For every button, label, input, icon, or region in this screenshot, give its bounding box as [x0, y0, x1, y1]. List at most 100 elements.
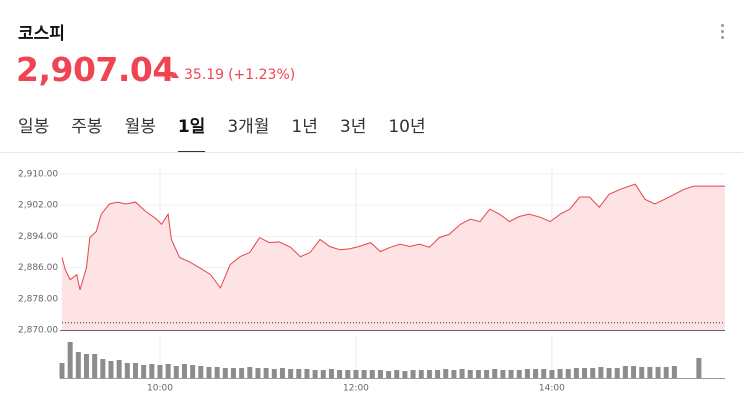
volume-bar [639, 367, 645, 378]
y-tick-label: 2,878.00 [18, 294, 58, 304]
volume-bar [132, 363, 138, 378]
volume-bar [663, 367, 669, 378]
volume-bar [165, 364, 171, 378]
volume-bar [181, 364, 187, 378]
volume-bar [279, 368, 285, 378]
volume-bar [304, 369, 310, 378]
volume-bar [337, 370, 343, 378]
volume-bar [516, 370, 522, 378]
volume-bar [671, 366, 677, 378]
volume-bar [492, 369, 498, 378]
volume-bar [443, 369, 449, 378]
volume-bar [541, 369, 547, 378]
volume-bar [353, 370, 359, 378]
period-tab[interactable]: 1년 [291, 117, 318, 137]
volume-bar [369, 370, 375, 378]
volume-bar [206, 367, 212, 378]
volume-bar [696, 358, 702, 378]
y-tick-label: 2,870.00 [18, 326, 58, 336]
volume-bar [614, 368, 620, 378]
y-tick-label: 2,886.00 [18, 263, 58, 273]
period-tab[interactable]: 10년 [388, 117, 426, 137]
volume-bar [92, 354, 98, 378]
period-tabs: 일봉 주봉 월봉 1일 3개월 1년 3년 10년 [18, 112, 448, 152]
volume-bar [100, 359, 106, 378]
volume-bar [67, 342, 73, 378]
volume-bar [549, 370, 555, 378]
volume-bar [647, 367, 653, 378]
index-title: 코스피 [18, 24, 65, 44]
volume-bar [173, 366, 179, 378]
more-menu[interactable] [721, 24, 725, 42]
volume-bar [361, 370, 367, 378]
volume-bar [573, 368, 579, 378]
volume-bar [565, 369, 571, 378]
volume-bar [377, 370, 383, 378]
x-tick-label: 10:00 [147, 384, 173, 394]
price-line [61, 183, 725, 290]
change-value: 35.19 [184, 67, 225, 83]
volume-bar [557, 369, 563, 378]
volume-bar [255, 368, 261, 378]
y-tick-label: 2,910.00 [18, 170, 58, 180]
volume-bar [598, 367, 604, 378]
volume-bar [198, 366, 204, 378]
volume-bar [271, 369, 277, 378]
volume-bar [631, 366, 637, 378]
volume-bar [508, 370, 514, 378]
price-change: 35.19 (+1.23%) [171, 67, 295, 83]
volume-bar [345, 370, 351, 378]
volume-bar [296, 369, 302, 378]
period-tab[interactable]: 월봉 [124, 117, 156, 137]
volume-bar [606, 368, 612, 378]
volume-bar [288, 369, 294, 378]
volume-bar [500, 370, 506, 378]
period-tab[interactable]: 주봉 [71, 117, 103, 137]
volume-bar [386, 371, 392, 378]
period-tab[interactable]: 3개월 [227, 117, 270, 137]
period-tab[interactable]: 3년 [339, 117, 367, 137]
volume-bar [426, 370, 432, 378]
volume-bar [247, 367, 253, 378]
index-price: 2,907.04 [16, 50, 175, 89]
volume-bar [312, 370, 318, 378]
x-tick-label: 12:00 [343, 384, 369, 394]
y-tick-label: 2,902.00 [18, 201, 58, 211]
volume-bar [83, 354, 89, 378]
period-tab[interactable]: 1일 [177, 112, 206, 152]
volume-bar [124, 363, 130, 378]
x-tick-label: 14:00 [539, 384, 565, 394]
up-arrow [171, 72, 179, 78]
volume-bar [435, 370, 441, 378]
price-area [62, 184, 725, 330]
volume-bar [190, 365, 196, 378]
volume-bar [141, 365, 147, 378]
change-percent: (+1.23%) [228, 67, 296, 83]
volume-bar [394, 370, 400, 378]
volume-bar [149, 364, 155, 378]
volume-bar [263, 368, 269, 378]
volume-bar [582, 368, 588, 378]
volume-bar [410, 370, 416, 378]
volume-bar [590, 368, 596, 378]
volume-bar [59, 363, 65, 378]
volume-bar [108, 361, 114, 378]
volume-bar [451, 370, 457, 378]
volume-bar [222, 368, 228, 378]
volume-bar [230, 368, 236, 378]
volume-bar [116, 360, 122, 378]
volume-bar [467, 370, 473, 378]
volume-bar [524, 369, 530, 378]
divider [0, 152, 743, 153]
volume-bar [239, 368, 245, 378]
volume-bar [622, 366, 628, 378]
volume-bar [418, 370, 424, 378]
volume-bar [320, 370, 326, 378]
volume-bar [157, 365, 163, 378]
period-tab[interactable]: 일봉 [18, 117, 50, 137]
volume-bar [459, 369, 465, 378]
volume-bar [75, 352, 81, 378]
volume-bar [402, 371, 408, 378]
